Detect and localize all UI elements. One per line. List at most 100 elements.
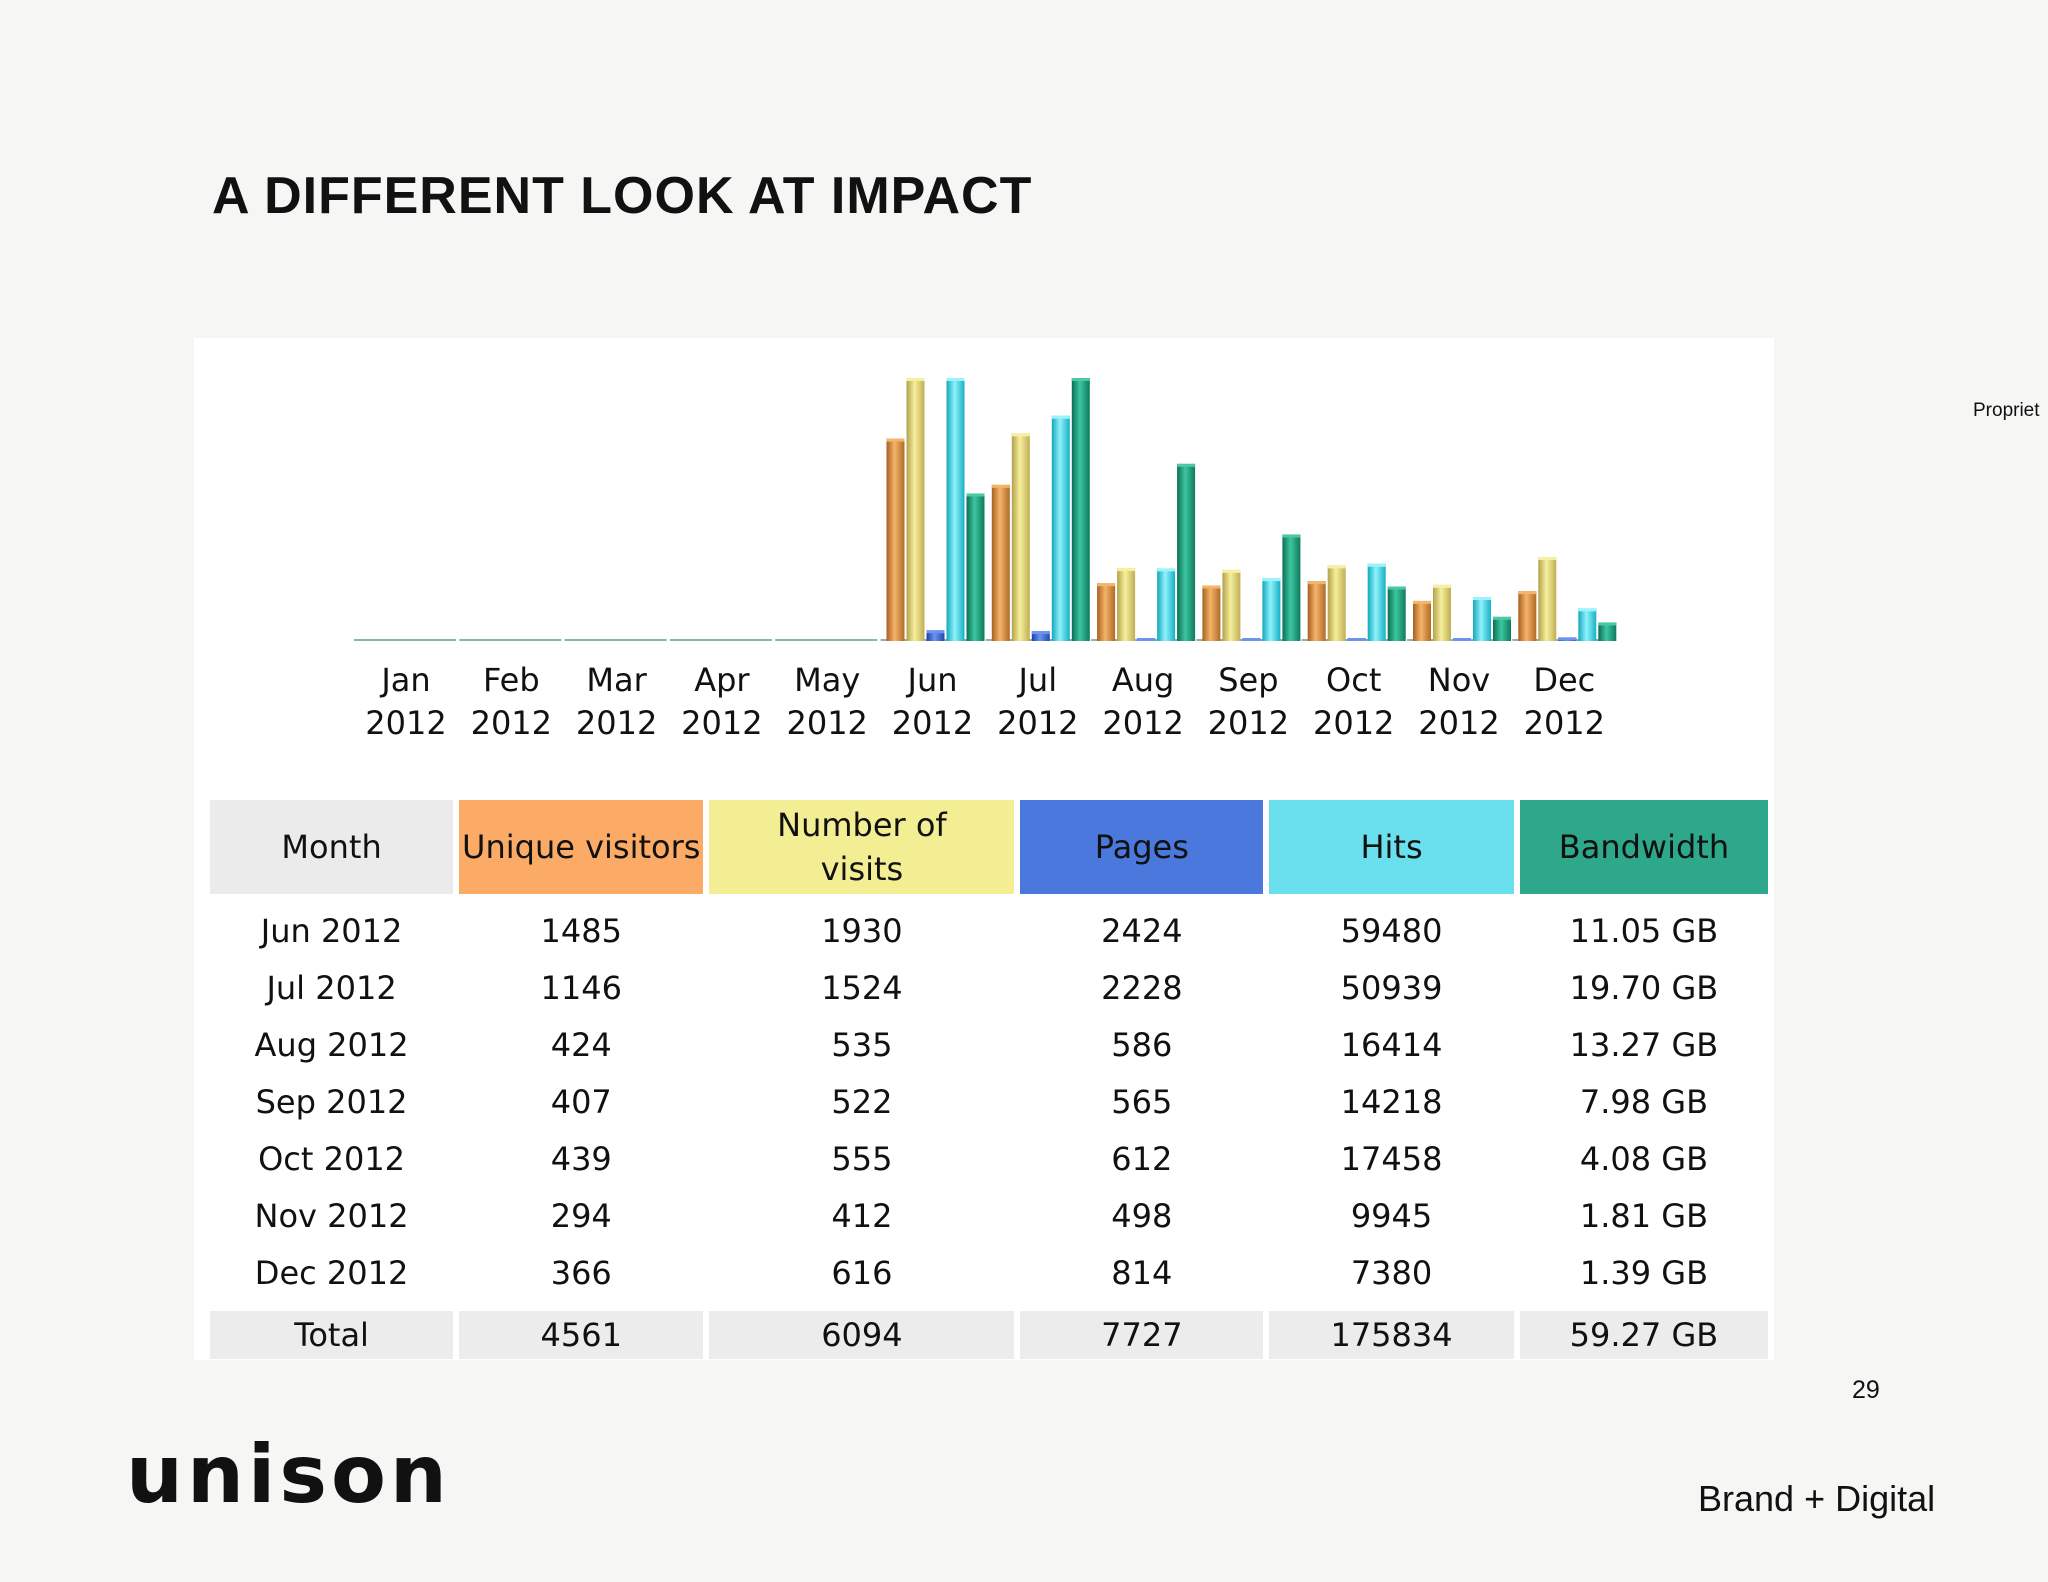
side-note: Propriet xyxy=(1973,400,2040,421)
table-row: Jul 2012 1146 1524 2228 50939 19.70 GB xyxy=(210,959,1768,1016)
table-row: Jun 2012 1485 1930 2424 59480 11.05 GB xyxy=(210,894,1768,959)
bar-bandwidth-jul xyxy=(1071,378,1090,641)
bar-bandwidth-dec xyxy=(1598,622,1617,641)
x-tick-year: 2012 xyxy=(892,704,973,742)
x-tick-month: Jul xyxy=(1016,661,1057,699)
cell-bandwidth: 1.81 GB xyxy=(1579,1196,1709,1235)
bar-hits-jul xyxy=(1051,415,1070,641)
cell-visits: 1524 xyxy=(821,968,903,1007)
bar-visits-nov xyxy=(1433,584,1451,641)
bar-bandwidth-aug xyxy=(1177,463,1196,641)
cell-visits: 555 xyxy=(831,1139,893,1178)
bar-unique-visitors-oct xyxy=(1307,581,1326,641)
table-row: Dec 2012 366 616 814 7380 1.39 GB xyxy=(210,1244,1768,1301)
monthly-history-chart: Jan 2012 Feb 2012 Mar 2012 Apr 2012 May 2012 Jun 20… xyxy=(354,378,1617,742)
cell-unique-visitors: 1485 xyxy=(540,911,622,950)
x-tick-year: 2012 xyxy=(365,704,446,742)
bar-visits-jul xyxy=(1011,433,1030,641)
bar-visits-oct xyxy=(1327,565,1346,641)
cell-bandwidth: 19.70 GB xyxy=(1569,968,1719,1007)
x-tick-month: Oct xyxy=(1326,661,1381,699)
bar-unique-visitors-jun xyxy=(886,438,905,641)
cell-hits: 59480 xyxy=(1340,911,1443,950)
cell-unique-visitors: 1146 xyxy=(540,968,622,1007)
x-tick-month: Mar xyxy=(586,661,647,699)
cell-month: Oct 2012 xyxy=(258,1139,406,1178)
cell-bandwidth: 7.98 GB xyxy=(1579,1082,1709,1121)
cell-pages: 814 xyxy=(1111,1253,1173,1292)
cell-pages: 565 xyxy=(1111,1082,1173,1121)
bar-cap-visits-dec xyxy=(1538,557,1557,561)
x-tick-month: Feb xyxy=(483,661,540,699)
bar-cap-visits-sep xyxy=(1222,569,1241,573)
header-hits: Hits xyxy=(1269,800,1514,894)
bar-pages-jun xyxy=(926,630,945,641)
header-bandwidth: Bandwidth xyxy=(1519,800,1768,894)
bar-bandwidth-nov xyxy=(1493,616,1511,641)
x-tick-month: Jun xyxy=(906,661,958,699)
cell-visits: 412 xyxy=(831,1196,893,1235)
bar-cap-unique-visitors-dec xyxy=(1518,591,1537,595)
total-visits: 6094 xyxy=(709,1301,1015,1359)
table-row: Nov 2012 294 412 498 9945 1.81 GB xyxy=(210,1187,1768,1244)
bar-cap-visits-oct xyxy=(1327,565,1346,569)
bar-cap-bandwidth-jun xyxy=(966,493,985,497)
cell-hits: 17458 xyxy=(1340,1139,1443,1178)
page-number: 29 xyxy=(1852,1376,1880,1404)
bar-cap-pages-dec xyxy=(1558,637,1577,641)
bar-cap-hits-jun xyxy=(946,378,965,381)
cell-month: Aug 2012 xyxy=(254,1025,409,1064)
bar-hits-jun xyxy=(946,378,965,641)
bar-cap-hits-dec xyxy=(1578,608,1597,612)
cell-hits: 9945 xyxy=(1350,1196,1433,1235)
bar-cap-unique-visitors-aug xyxy=(1097,583,1116,587)
x-tick-month: Jan xyxy=(379,661,430,699)
total-unique-visitors: 4561 xyxy=(459,1301,704,1359)
bar-unique-visitors-jul xyxy=(991,484,1010,641)
x-tick-year: 2012 xyxy=(997,704,1078,742)
cell-unique-visitors: 366 xyxy=(550,1253,612,1292)
total-pages: 7727 xyxy=(1020,1301,1264,1359)
bar-cap-visits-nov xyxy=(1433,584,1451,588)
total-row: Total 4561 6094 7727 175834 59.27 GB xyxy=(210,1301,1768,1359)
bar-cap-pages-nov xyxy=(1453,638,1471,641)
x-tick-year: 2012 xyxy=(576,704,657,742)
bar-cap-hits-jul xyxy=(1051,415,1070,419)
bar-hits-oct xyxy=(1367,563,1386,641)
bar-cap-pages-aug xyxy=(1137,638,1156,641)
cell-hits: 14218 xyxy=(1340,1082,1443,1121)
bar-cap-unique-visitors-sep xyxy=(1202,585,1221,589)
x-tick-year: 2012 xyxy=(1313,704,1394,742)
table-row: Sep 2012 407 522 565 14218 7.98 GB xyxy=(210,1073,1768,1130)
bar-cap-bandwidth-oct xyxy=(1387,586,1406,590)
bar-cap-bandwidth-jul xyxy=(1071,378,1090,381)
x-tick-month: Dec xyxy=(1533,661,1595,699)
cell-hits: 50939 xyxy=(1340,968,1443,1007)
bar-cap-bandwidth-aug xyxy=(1177,463,1196,467)
cell-unique-visitors: 407 xyxy=(550,1082,612,1121)
bar-cap-pages-jul xyxy=(1031,631,1050,635)
cell-bandwidth: 13.27 GB xyxy=(1569,1025,1719,1064)
cell-pages: 586 xyxy=(1111,1025,1173,1064)
unison-logo: unison xyxy=(126,1428,451,1521)
cell-unique-visitors: 424 xyxy=(550,1025,612,1064)
baseline-feb xyxy=(459,639,562,641)
cell-month: Dec 2012 xyxy=(254,1253,409,1292)
bar-unique-visitors-dec xyxy=(1518,591,1537,641)
x-tick-month: Nov xyxy=(1428,661,1490,699)
total-bandwidth: 59.27 GB xyxy=(1519,1301,1768,1359)
cell-bandwidth: 11.05 GB xyxy=(1569,911,1719,950)
cell-visits: 522 xyxy=(831,1082,893,1121)
bar-cap-unique-visitors-jul xyxy=(991,484,1010,488)
header-number-of-visits: Number of visits xyxy=(709,800,1015,894)
x-tick-month: Aug xyxy=(1112,661,1174,699)
stats-panel: Jan 2012 Feb 2012 Mar 2012 Apr 2012 May 2012 Jun 20… xyxy=(194,338,1774,1360)
bar-visits-dec xyxy=(1538,557,1557,641)
bar-cap-unique-visitors-jun xyxy=(886,438,905,442)
total-label: Total xyxy=(210,1301,454,1359)
cell-hits: 16414 xyxy=(1340,1025,1443,1064)
bar-bandwidth-sep xyxy=(1282,534,1301,641)
bar-visits-jun xyxy=(906,378,925,641)
cell-hits: 7380 xyxy=(1350,1253,1433,1292)
bar-pages-jul xyxy=(1031,631,1050,641)
